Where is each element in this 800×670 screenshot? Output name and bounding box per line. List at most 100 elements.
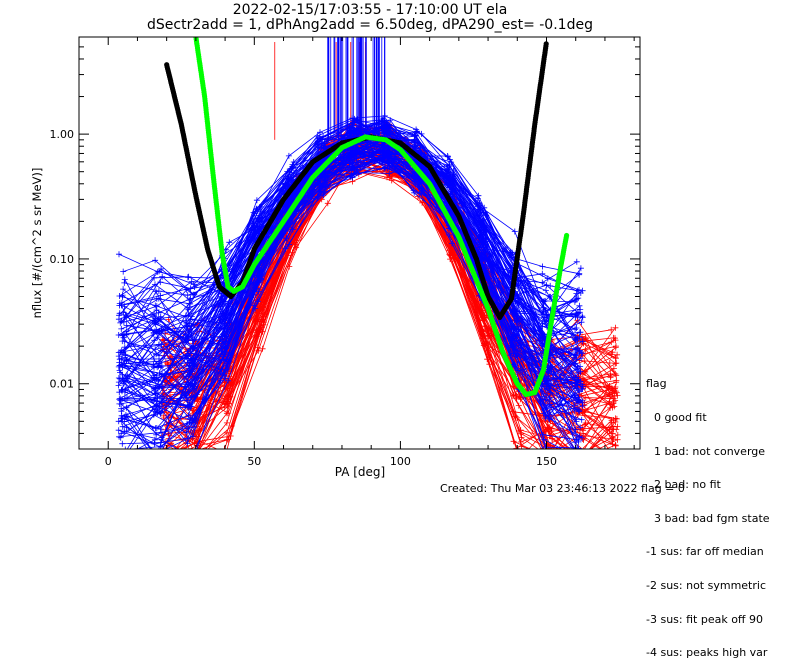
trace-point xyxy=(314,137,321,143)
trace-point xyxy=(159,336,166,343)
trace-point xyxy=(579,456,585,462)
trace-point xyxy=(612,324,619,331)
trace-point xyxy=(259,345,266,352)
trace-point xyxy=(580,452,586,458)
trace-point xyxy=(579,313,586,320)
trace-point xyxy=(119,338,126,345)
trace-point xyxy=(417,180,423,187)
trace-point xyxy=(516,452,522,458)
trace-point xyxy=(324,200,331,207)
trace-point xyxy=(613,456,619,462)
trace-point xyxy=(223,419,230,426)
trace-point xyxy=(190,456,196,462)
trace-point xyxy=(577,265,584,272)
trace-point xyxy=(577,456,583,462)
trace-point xyxy=(120,286,127,293)
trace-point xyxy=(512,413,519,420)
trace-point xyxy=(166,456,172,462)
trace-point xyxy=(443,173,450,180)
trace-point xyxy=(187,326,193,333)
trace-point xyxy=(257,208,264,215)
trace-point xyxy=(197,447,199,449)
trace-point xyxy=(218,336,225,343)
trace-point xyxy=(117,369,123,376)
trace-point xyxy=(223,429,230,436)
trace-point xyxy=(317,135,324,142)
trace-point xyxy=(221,351,228,358)
trace-point xyxy=(475,192,482,199)
trace-point xyxy=(321,177,328,184)
trace-point xyxy=(187,285,194,292)
trace-point xyxy=(282,182,289,189)
trace-point xyxy=(152,425,159,432)
trace-point xyxy=(158,347,164,354)
trace-point xyxy=(285,152,292,159)
trace-point xyxy=(572,416,579,423)
trace-point xyxy=(614,392,621,399)
x-tick-label: 150 xyxy=(536,455,557,468)
trace-point xyxy=(166,456,172,462)
legend-item: -3 sus: fit peak off 90 xyxy=(646,612,763,626)
trace-point xyxy=(256,204,263,211)
trace-point xyxy=(612,388,619,395)
trace-point xyxy=(155,295,162,302)
trace-point xyxy=(116,456,122,462)
trace-point xyxy=(578,386,585,393)
trace-point xyxy=(151,311,158,318)
trace-point xyxy=(153,288,159,295)
trace-point xyxy=(573,258,580,265)
trace-point xyxy=(154,450,160,456)
trace-point xyxy=(182,317,189,324)
trace-point xyxy=(151,274,158,281)
trace-point xyxy=(152,321,159,328)
trace-point xyxy=(545,370,552,377)
trace-point xyxy=(318,142,325,149)
trace-point xyxy=(612,360,619,367)
trace-point xyxy=(513,332,519,339)
trace-point xyxy=(414,128,421,135)
trace-point xyxy=(582,456,588,462)
trace-point xyxy=(115,427,122,434)
trace-point xyxy=(193,433,200,440)
trace-point xyxy=(167,456,173,462)
trace-point xyxy=(154,456,160,462)
trace-point xyxy=(222,320,228,327)
trace-point xyxy=(122,412,129,418)
trace-point xyxy=(315,141,322,148)
trace-point xyxy=(116,400,123,407)
trace-point xyxy=(384,174,390,181)
trace-point xyxy=(578,355,585,362)
trace-point xyxy=(191,291,198,298)
trace-point xyxy=(151,436,158,443)
trace-point xyxy=(539,263,546,270)
y-tick-label: 0.01 xyxy=(50,378,75,391)
trace-point xyxy=(121,279,128,286)
trace-point xyxy=(607,404,614,411)
trace-point xyxy=(614,456,620,462)
trace-point xyxy=(379,150,386,157)
trace-point xyxy=(613,456,619,462)
trace-point xyxy=(188,334,195,341)
trace-point xyxy=(119,332,126,339)
trace-point xyxy=(578,319,585,326)
trace-point xyxy=(548,428,555,434)
trace-point xyxy=(572,439,579,446)
trace-point xyxy=(513,352,520,358)
trace-point xyxy=(572,426,579,433)
trace-point xyxy=(579,399,586,406)
legend-item: 0 good fit xyxy=(654,411,707,425)
trace-point xyxy=(258,324,265,331)
trace-point xyxy=(190,281,197,288)
trace-point xyxy=(164,456,170,462)
trace-point xyxy=(571,298,578,305)
trace-point xyxy=(162,452,168,458)
trace-point xyxy=(575,456,581,462)
trace-point xyxy=(449,240,455,247)
trace-point xyxy=(611,403,618,410)
trace-point xyxy=(189,456,195,462)
trace-point xyxy=(122,311,129,318)
trace-point xyxy=(159,273,166,280)
trace-point xyxy=(253,197,260,204)
y-tick-label: 0.10 xyxy=(50,253,75,266)
axes: 0 50 100 150 0.01 0.10 1.00 xyxy=(50,37,640,468)
